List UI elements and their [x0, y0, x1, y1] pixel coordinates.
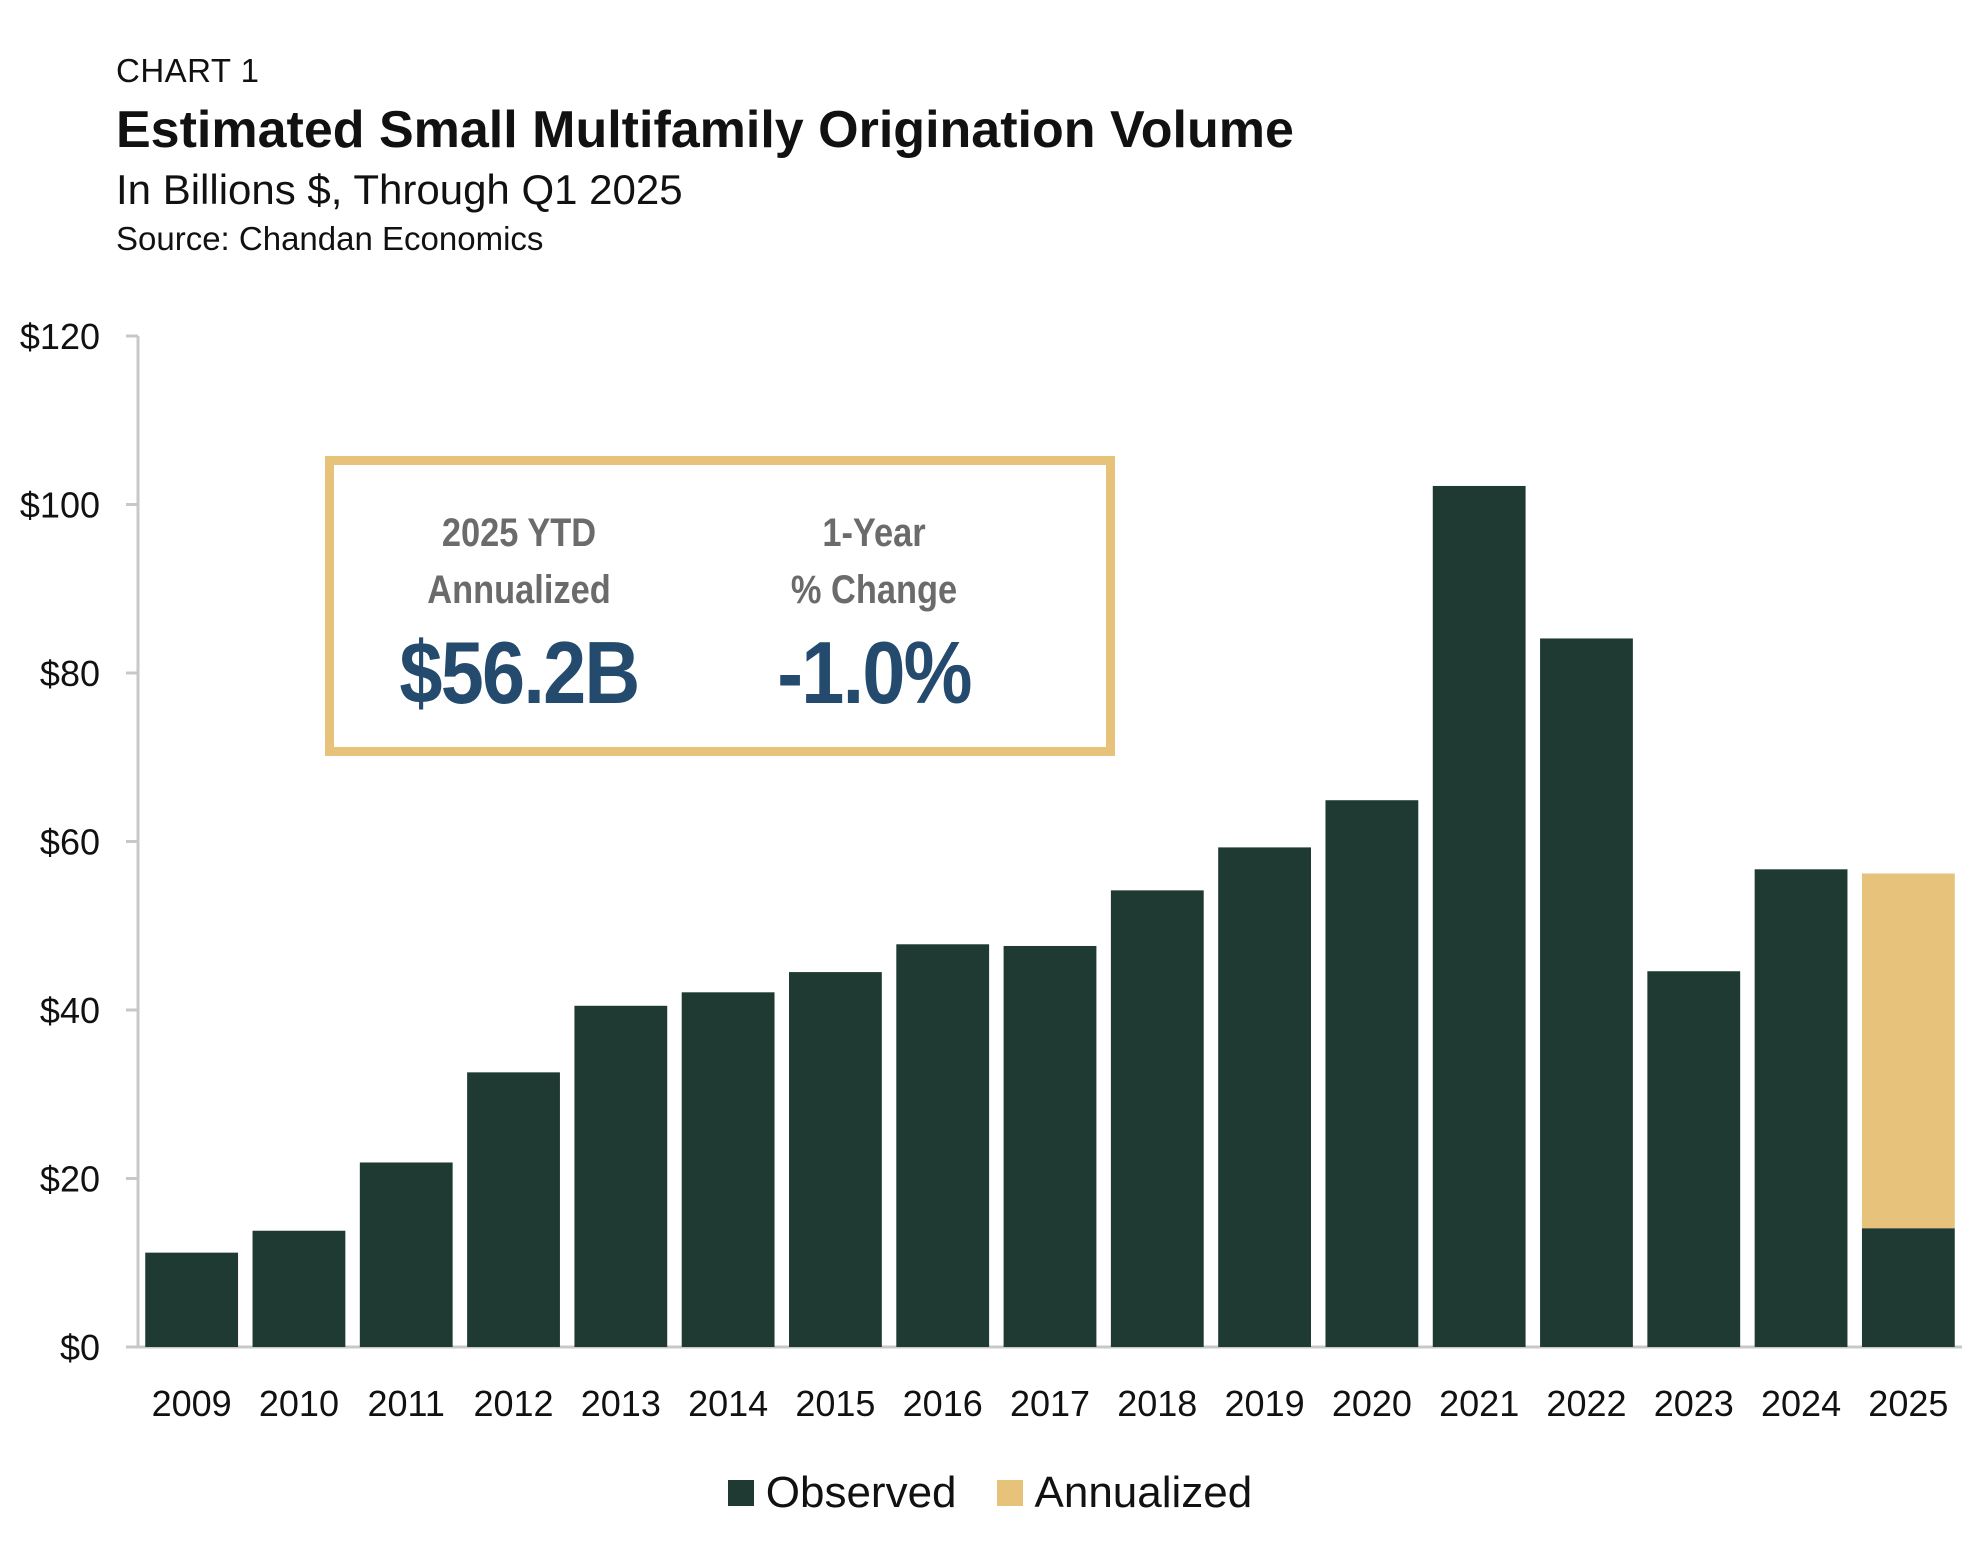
bar-observed-2021 — [1432, 485, 1526, 1348]
chart-kicker: CHART 1 — [116, 52, 260, 89]
bar-annualized-2025 — [1861, 873, 1955, 1229]
one-year-change-value: -1.0% — [777, 623, 972, 722]
one-year-change-stat: 1-Year % Change -1.0% — [704, 505, 1044, 723]
bar-chart: $0 $20 $40 $60 $80 $100 $120 2009 2010 2011 2012 20… — [20, 316, 1962, 1424]
x-tick-label: 2019 — [1225, 1383, 1305, 1424]
bar-observed-2025 — [1861, 1228, 1955, 1347]
x-tick-label: 2014 — [688, 1383, 768, 1424]
chart-source: Source: Chandan Economics — [116, 220, 544, 257]
bar-observed-2015 — [789, 972, 882, 1347]
x-tick-label: 2018 — [1117, 1383, 1197, 1424]
x-tick-label: 2011 — [368, 1383, 445, 1424]
summary-callout: 2025 YTD Annualized $56.2B 1-Year % Chan… — [325, 456, 1115, 756]
x-tick-label: 2020 — [1332, 1383, 1412, 1424]
legend-label-observed: Observed — [765, 1468, 957, 1517]
x-tick-label: 2021 — [1439, 1383, 1519, 1424]
bar-observed-2010 — [252, 1230, 346, 1347]
x-tick-label: 2022 — [1546, 1383, 1626, 1424]
bar-observed-2024 — [1754, 869, 1848, 1347]
ytd-annualized-value: $56.2B — [399, 623, 640, 722]
x-tick-label: 2024 — [1761, 1383, 1841, 1424]
y-tick-label: $0 — [60, 1327, 100, 1368]
y-tick-label: $20 — [40, 1159, 100, 1200]
x-tick-label: 2023 — [1654, 1383, 1734, 1424]
x-tick-label: 2025 — [1868, 1383, 1948, 1424]
y-tick-label: $80 — [40, 653, 100, 694]
x-tick-label: 2012 — [473, 1383, 553, 1424]
ytd-annualized-stat: 2025 YTD Annualized $56.2B — [349, 505, 689, 723]
legend-item-annualized: Annualized — [996, 1468, 1253, 1518]
bar-observed-2009 — [145, 1252, 239, 1347]
bar-observed-2022 — [1540, 638, 1633, 1347]
bar-observed-2023 — [1647, 971, 1741, 1347]
bar-observed-2017 — [1003, 945, 1097, 1347]
chart-legend: Observed Annualized — [0, 1468, 1980, 1518]
bar-observed-2016 — [896, 944, 990, 1347]
bar-observed-2014 — [681, 992, 775, 1347]
bar-observed-2018 — [1110, 890, 1204, 1347]
legend-item-observed: Observed — [727, 1468, 957, 1518]
one-year-change-label: 1-Year % Change — [790, 511, 958, 612]
ytd-annualized-label: 2025 YTD Annualized — [427, 511, 611, 612]
bar-observed-2020 — [1325, 800, 1419, 1347]
bar-observed-2012 — [467, 1072, 560, 1347]
bar-observed-2019 — [1218, 847, 1311, 1347]
x-tick-label: 2015 — [795, 1383, 875, 1424]
legend-swatch-annualized — [996, 1480, 1023, 1506]
legend-swatch-observed — [727, 1480, 754, 1506]
y-tick-label: $120 — [20, 316, 100, 357]
x-tick-label: 2016 — [903, 1383, 983, 1424]
y-tick-label: $100 — [20, 485, 100, 526]
bar-observed-2013 — [574, 1005, 668, 1347]
chart-title: Estimated Small Multifamily Origination … — [116, 101, 1294, 159]
bar-observed-2011 — [359, 1162, 453, 1347]
y-tick-label: $60 — [40, 822, 100, 863]
x-tick-label: 2013 — [581, 1383, 661, 1424]
legend-label-annualized: Annualized — [1034, 1468, 1253, 1517]
chart-subtitle: In Billions $, Through Q1 2025 — [116, 166, 683, 213]
y-tick-label: $40 — [40, 990, 100, 1031]
x-tick-label: 2010 — [259, 1383, 339, 1424]
x-tick-label: 2017 — [1010, 1383, 1090, 1424]
x-tick-label: 2009 — [152, 1383, 232, 1424]
